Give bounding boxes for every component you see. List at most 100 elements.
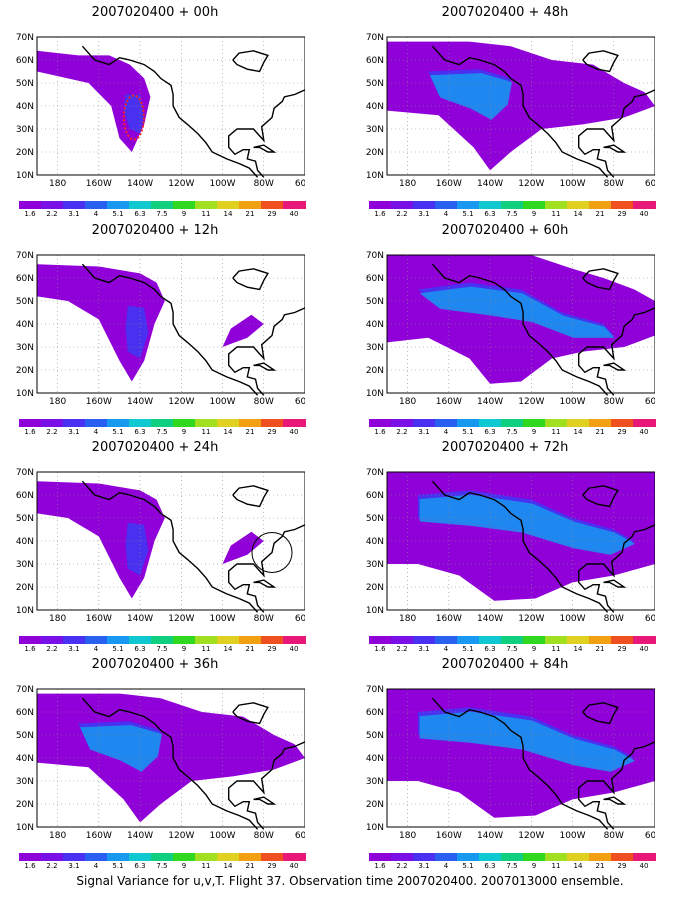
colorbar-swatch	[567, 636, 590, 644]
colorbar-swatch	[457, 201, 480, 209]
observation-track	[122, 94, 145, 141]
variance-region-core	[125, 305, 149, 359]
colorbar-tick: 9	[181, 645, 187, 653]
map-plot: 70N 60N 50N 40N 30N 20N 10N 180 160W 140W 120W 100W…	[5, 460, 305, 624]
coastline	[232, 485, 269, 508]
colorbar-swatch	[523, 853, 546, 861]
lon-tick-label: 160W	[86, 397, 112, 407]
colorbar-tick: 1.6	[24, 862, 36, 870]
panel-title: 2007020400 + 72h	[441, 440, 569, 455]
coastline	[603, 144, 627, 153]
colorbar: 1.6 2.2 3.1 4 5.1 6.3 7.5 9 11 14 21 29 40	[369, 419, 656, 439]
lat-tick-label: 30N	[366, 560, 384, 570]
coastline	[253, 796, 277, 805]
colorbar-tick: 14	[223, 210, 233, 218]
colorbar-tick: 2.2	[396, 645, 408, 653]
colorbar-swatch	[369, 201, 392, 209]
colorbar-swatch	[589, 636, 612, 644]
map-plot: 70N 60N 50N 40N 30N 20N 10N 180 160W 140W 120W 100W…	[355, 25, 655, 189]
lon-tick-label: 80W	[604, 831, 624, 841]
lon-tick-label: 100W	[209, 614, 235, 624]
lat-tick-label: 50N	[366, 79, 384, 89]
lon-tick-label: 60W	[645, 831, 655, 841]
colorbar-tick: 4	[443, 862, 449, 870]
lat-tick-label: 20N	[366, 148, 384, 158]
colorbar-swatch	[239, 853, 262, 861]
colorbar-tick: 1.6	[374, 862, 386, 870]
colorbar-tick: 14	[573, 210, 583, 218]
colorbar: 1.6 2.2 3.1 4 5.1 6.3 7.5 9 11 14 21 29 40	[369, 636, 656, 656]
colorbar-swatch	[589, 419, 612, 427]
colorbar-tick: 3.1	[418, 210, 430, 218]
lat-tick-label: 20N	[366, 366, 384, 376]
lat-tick-label: 70N	[366, 685, 384, 695]
map-plot: 70N 60N 50N 40N 30N 20N 10N 180 160W 140W 120W 100W…	[355, 460, 655, 624]
variance-region-high	[419, 494, 636, 555]
lat-tick-label: 70N	[366, 251, 384, 261]
colorbar-tick: 1.6	[24, 645, 36, 653]
colorbar-tick: 21	[245, 210, 255, 218]
colorbar-tick: 40	[639, 645, 649, 653]
colorbar-tick: 14	[573, 645, 583, 653]
colorbar-tick: 6.3	[134, 210, 146, 218]
colorbar-swatch	[63, 201, 86, 209]
colorbar: 1.6 2.2 3.1 4 5.1 6.3 7.5 9 11 14 21 29 40	[369, 201, 656, 221]
colorbar-tick: 21	[595, 428, 605, 436]
colorbar-tick: 4	[93, 645, 99, 653]
lon-tick-label: 120W	[168, 614, 194, 624]
colorbar-swatch	[611, 419, 634, 427]
lat-tick-label: 20N	[366, 583, 384, 593]
colorbar-tick: 9	[181, 428, 187, 436]
colorbar-swatch	[479, 853, 502, 861]
coastline	[81, 697, 259, 830]
colorbar-tick: 7.5	[156, 210, 168, 218]
colorbar-tick: 7.5	[506, 210, 518, 218]
map-plot: 70N 60N 50N 40N 30N 20N 10N 180 160W 140W 120W 100W…	[5, 243, 305, 407]
colorbar-swatch	[107, 853, 130, 861]
lat-tick-label: 50N	[16, 514, 34, 524]
colorbar-swatch	[107, 636, 130, 644]
colorbar-swatch	[545, 853, 568, 861]
coastline	[582, 50, 619, 73]
colorbar-swatch	[261, 853, 284, 861]
lat-tick-label: 10N	[366, 823, 384, 833]
colorbar-tick: 40	[289, 862, 299, 870]
coastline	[232, 50, 269, 73]
lat-tick-label: 40N	[366, 754, 384, 764]
colorbar-swatch	[501, 419, 524, 427]
colorbar-swatch	[239, 636, 262, 644]
colorbar-swatch	[217, 419, 240, 427]
lat-tick-label: 30N	[16, 777, 34, 787]
colorbar-swatch	[19, 636, 42, 644]
colorbar-tick: 11	[201, 862, 211, 870]
coastline	[81, 480, 259, 613]
figure-caption: Signal Variance for u,v,T. Flight 37. Ob…	[76, 874, 624, 888]
colorbar-tick: 29	[267, 862, 277, 870]
lat-tick-label: 30N	[366, 777, 384, 787]
colorbar-tick: 2.2	[396, 428, 408, 436]
lon-tick-label: 140W	[477, 179, 503, 189]
lon-tick-label: 60W	[645, 614, 655, 624]
map-plot: 70N 60N 50N 40N 30N 20N 10N 180 160W 140W 120W 100W…	[5, 25, 305, 189]
colorbar-swatch	[391, 419, 414, 427]
colorbar-tick: 11	[201, 210, 211, 218]
colorbar-tick: 1.6	[24, 210, 36, 218]
lat-tick-label: 60N	[366, 274, 384, 284]
lon-tick-label: 60W	[295, 179, 305, 189]
coastline	[582, 702, 619, 725]
colorbar-swatch	[85, 853, 108, 861]
coastline	[227, 741, 305, 830]
colorbar-tick: 11	[551, 210, 561, 218]
lat-tick-label: 60N	[366, 708, 384, 718]
coastline	[431, 480, 609, 613]
lat-tick-label: 40N	[366, 102, 384, 112]
colorbar-tick: 2.2	[396, 210, 408, 218]
colorbar-swatch	[479, 419, 502, 427]
colorbar-swatch	[173, 636, 196, 644]
colorbar-swatch	[239, 201, 262, 209]
colorbar-swatch	[283, 853, 306, 861]
colorbar-swatch	[195, 853, 218, 861]
lon-tick-label: 80W	[254, 179, 274, 189]
colorbar-tick: 1.6	[374, 210, 386, 218]
colorbar-swatch	[63, 419, 86, 427]
